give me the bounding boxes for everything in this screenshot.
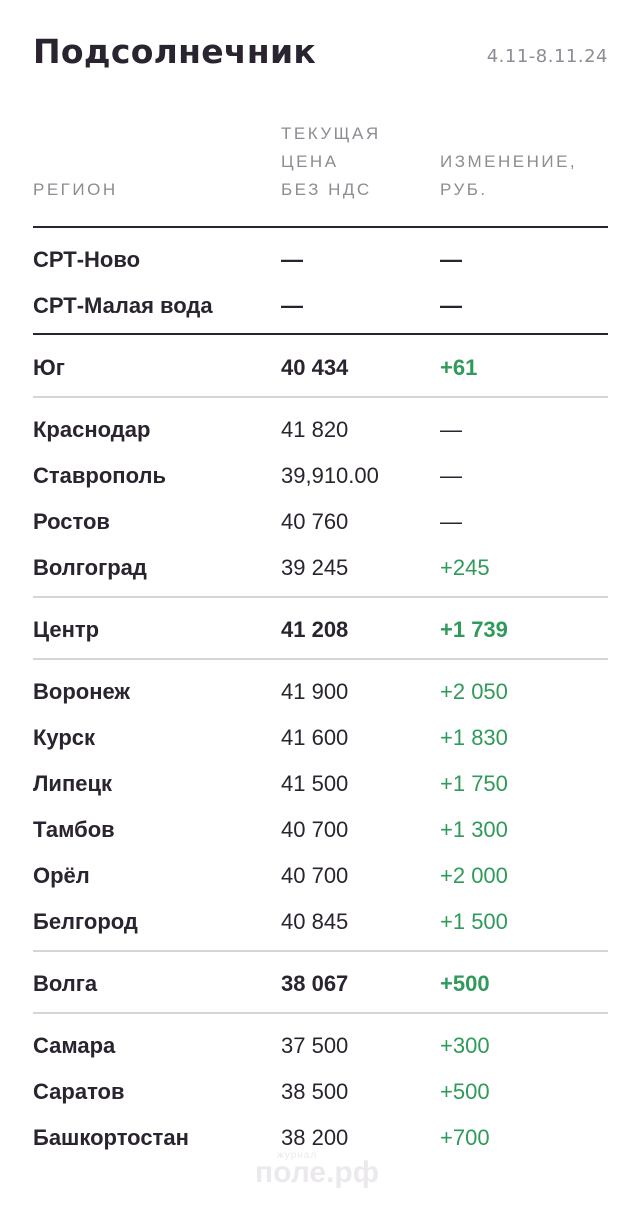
column-header-change-line: ИЗМЕНЕНИЕ,: [440, 152, 578, 171]
change-value: +2 000: [440, 863, 508, 888]
page-title: Подсолнечник: [33, 32, 317, 71]
change-value: +500: [440, 971, 490, 996]
price-value: 37 500: [281, 1033, 349, 1058]
table-row: Орёл 40 700 +2 000: [0, 853, 640, 899]
region-name: Башкортостан: [33, 1125, 189, 1150]
price-value: —: [281, 247, 303, 272]
price-value: 40 845: [281, 909, 349, 934]
change-value: +61: [440, 355, 478, 380]
column-header-region-label: РЕГИОН: [33, 180, 118, 199]
column-header-change-line: РУБ.: [440, 180, 488, 199]
change-value: +1 830: [440, 725, 508, 750]
region-name: Липецк: [33, 771, 113, 796]
change-value: +500: [440, 1079, 490, 1104]
price-value: 39 245: [281, 555, 349, 580]
table-row: СРТ-Ново — —: [0, 237, 640, 283]
price-value: 39,910.00: [281, 463, 379, 488]
change-value: —: [440, 463, 462, 488]
price-value: 41 820: [281, 417, 349, 442]
region-name: Курск: [33, 725, 96, 750]
table-row: Белгород 40 845 +1 500: [0, 899, 640, 945]
region-name: Самара: [33, 1033, 116, 1058]
region-name: СРТ-Ново: [33, 247, 141, 272]
price-value: 38 500: [281, 1079, 349, 1104]
price-value: 40 760: [281, 509, 349, 534]
table-row-summary: Центр 41 208 +1 739: [0, 607, 640, 653]
region-name: Волга: [33, 971, 98, 996]
table-row: Волгоград 39 245 +245: [0, 545, 640, 591]
region-name: Орёл: [33, 863, 90, 888]
table-row: Ростов 40 760 —: [0, 499, 640, 545]
table-row: Тамбов 40 700 +1 300: [0, 807, 640, 853]
header-divider: [33, 226, 608, 228]
change-value: +245: [440, 555, 490, 580]
row-divider: [33, 1012, 608, 1014]
price-value: 38 067: [281, 971, 349, 996]
price-value: 41 208: [281, 617, 349, 642]
change-value: +700: [440, 1125, 490, 1150]
region-name: Ставрополь: [33, 463, 166, 488]
region-name: Ростов: [33, 509, 110, 534]
column-header-price: ТЕКУЩАЯ ЦЕНА БЕЗ НДС: [281, 120, 381, 204]
change-value: +1 300: [440, 817, 508, 842]
price-value: —: [281, 293, 303, 318]
change-value: —: [440, 417, 462, 442]
table-row: Башкортостан 38 200 +700: [0, 1115, 640, 1161]
table-row-summary: Волга 38 067 +500: [0, 961, 640, 1007]
region-name: Центр: [33, 617, 100, 642]
table-row: СРТ-Малая вода — —: [0, 283, 640, 329]
table-row: Курск 41 600 +1 830: [0, 715, 640, 761]
region-name: СРТ-Малая вода: [33, 293, 213, 318]
price-value: 41 600: [281, 725, 349, 750]
change-value: —: [440, 247, 462, 272]
price-value: 41 500: [281, 771, 349, 796]
region-name: Краснодар: [33, 417, 151, 442]
table-row: Ставрополь 39,910.00 —: [0, 453, 640, 499]
region-name: Саратов: [33, 1079, 125, 1104]
price-value: 40 700: [281, 817, 349, 842]
column-header-price-line: ЦЕНА: [281, 152, 339, 171]
change-value: +1 500: [440, 909, 508, 934]
price-value: 40 434: [281, 355, 349, 380]
change-value: +2 050: [440, 679, 508, 704]
row-divider: [33, 596, 608, 598]
date-range: 4.11-8.11.24: [486, 46, 608, 67]
row-divider: [33, 396, 608, 398]
table-row: Саратов 38 500 +500: [0, 1069, 640, 1115]
row-divider: [33, 950, 608, 952]
region-name: Белгород: [33, 909, 138, 934]
change-value: —: [440, 509, 462, 534]
price-value: 41 900: [281, 679, 349, 704]
region-name: Воронеж: [33, 679, 131, 704]
table-row: Воронеж 41 900 +2 050: [0, 669, 640, 715]
region-name: Тамбов: [33, 817, 115, 842]
column-header-region: РЕГИОН: [33, 176, 118, 204]
price-value: 38 200: [281, 1125, 349, 1150]
change-value: —: [440, 293, 462, 318]
region-name: Волгоград: [33, 555, 147, 580]
change-value: +300: [440, 1033, 490, 1058]
watermark-top: журнал: [277, 1150, 318, 1161]
table-row: Липецк 41 500 +1 750: [0, 761, 640, 807]
change-value: +1 750: [440, 771, 508, 796]
watermark-main: поле.рф: [255, 1156, 379, 1189]
table-row: Краснодар 41 820 —: [0, 407, 640, 453]
table-row-summary: Юг 40 434 +61: [0, 345, 640, 391]
table-row: Самара 37 500 +300: [0, 1023, 640, 1069]
row-divider: [33, 658, 608, 660]
group-divider: [33, 333, 608, 335]
column-header-change: ИЗМЕНЕНИЕ, РУБ.: [440, 148, 577, 204]
column-header-price-line: БЕЗ НДС: [281, 180, 372, 199]
column-header-price-line: ТЕКУЩАЯ: [281, 124, 381, 143]
change-value: +1 739: [440, 617, 508, 642]
price-value: 40 700: [281, 863, 349, 888]
region-name: Юг: [33, 355, 65, 380]
